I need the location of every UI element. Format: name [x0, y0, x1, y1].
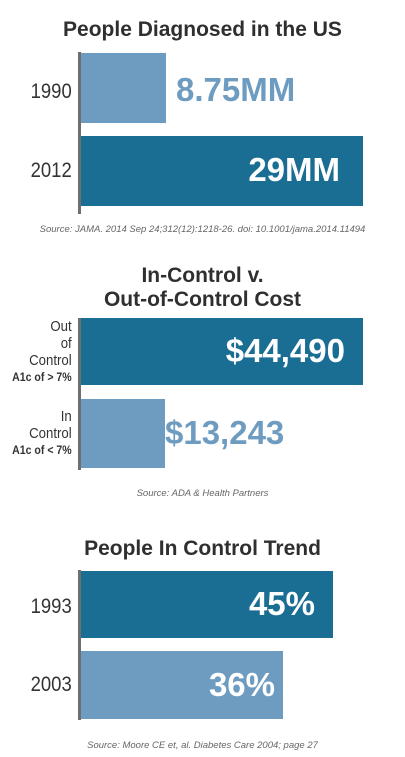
- chart2-label-a1c-over: A1c of > 7%: [12, 370, 72, 384]
- chart2-label-out: Out: [50, 318, 72, 335]
- chart2-title-line1: In-Control v.: [141, 264, 264, 287]
- chart1-label-1990: 1990: [30, 80, 72, 103]
- chart1-value-2012: 29MM: [248, 151, 340, 188]
- chart3-axis: [78, 570, 81, 720]
- chart2-label-control: Control: [29, 352, 72, 369]
- chart2-label-in-control: In Control A1c of < 7%: [12, 408, 72, 459]
- chart2-value-in-control: $13,243: [165, 414, 285, 451]
- chart3-label-2003: 2003: [30, 673, 72, 696]
- chart1-axis: [78, 52, 81, 214]
- chart2-bar-in-control: [81, 399, 165, 468]
- chart2-bar-out-of-control: [81, 318, 363, 385]
- chart1-bar-1990: [81, 53, 166, 123]
- chart2-label-a1c-under: A1c of < 7%: [12, 443, 72, 457]
- chart2-label-control2: Control: [29, 425, 72, 442]
- chart2-axis: [78, 318, 81, 470]
- chart3-title: People In Control Trend: [84, 537, 321, 560]
- chart1-source: Source: JAMA. 2014 Sep 24;312(12):1218-2…: [39, 224, 366, 235]
- chart3-source: Source: Moore CE et, al. Diabetes Care 2…: [87, 740, 318, 751]
- chart2-value-out-of-control: $44,490: [225, 332, 345, 369]
- chart1-label-2012: 2012: [30, 159, 72, 182]
- chart3-value-2003: 36%: [208, 666, 275, 703]
- chart2-label-out-of-control: Out of Control A1c of > 7%: [12, 318, 72, 386]
- chart2-label-of: of: [60, 335, 72, 352]
- chart2-source: Source: ADA & Health Partners: [136, 488, 269, 499]
- chart3-value-1993: 45%: [248, 585, 315, 622]
- chart1-value-1990: 8.75MM: [176, 71, 296, 108]
- chart3-bar-1993: [81, 571, 333, 638]
- chart3-bar-2003: [81, 651, 283, 719]
- chart2-label-in: In: [60, 408, 72, 425]
- chart1-title: People Diagnosed in the US: [63, 18, 342, 41]
- chart2-title-line2: Out-of-Control Cost: [103, 288, 302, 311]
- chart3-label-1993: 1993: [30, 595, 72, 618]
- chart1-bar-2012: [81, 136, 363, 206]
